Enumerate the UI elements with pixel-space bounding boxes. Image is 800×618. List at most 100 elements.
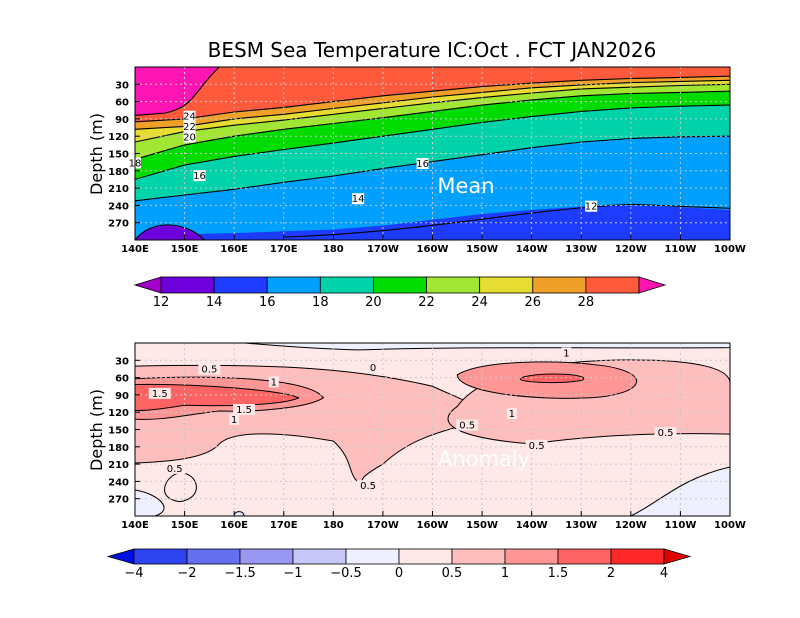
mean-x-tick-label: 150W <box>466 244 498 255</box>
anomaly-contour-label-bg <box>163 462 186 474</box>
mean-contour-12 <box>283 203 730 238</box>
mean-colorbar-swatch <box>266 276 321 294</box>
anomaly-negative-small <box>233 511 245 516</box>
mean-y-axis: 30 60 90 120 150 180 210 240 270 <box>108 80 140 230</box>
mean-cold-pocket <box>135 224 206 240</box>
anomaly-x-tick-label: 150W <box>466 520 498 531</box>
mean-colorbar-label: 24 <box>471 295 488 310</box>
anomaly-y-tick-label: 150 <box>108 426 129 437</box>
mean-colorbar-swatch <box>373 276 427 294</box>
anomaly-contour-label-bg <box>268 376 279 388</box>
anomaly-contour-label: 0.5 <box>658 428 674 439</box>
anomaly-contour-label-bg <box>198 363 221 375</box>
anomaly-x-tick-label: 160E <box>220 520 248 531</box>
mean-x-tick-label: 170W <box>367 244 399 255</box>
anomaly-contour-label-bg <box>148 387 171 399</box>
mean-gridlines <box>135 67 730 240</box>
anomaly-contour-label: 1 <box>509 409 515 420</box>
mean-colorbar-label: 26 <box>525 295 542 310</box>
anomaly-colorbar-swatch <box>451 548 506 565</box>
mean-contour-label: 22 <box>183 122 196 133</box>
anomaly-contour-label: 1.5 <box>236 405 252 416</box>
anomaly-colorbar-swatch <box>610 548 665 565</box>
mean-contour-28 <box>135 67 221 116</box>
mean-colorbar-label: 14 <box>206 295 223 310</box>
anomaly-x-tick-label: 150E <box>171 520 199 531</box>
anomaly-negative-surface <box>244 343 730 351</box>
mean-contour-label: 20 <box>183 133 196 144</box>
anomaly-contour-label: 0 <box>370 363 376 374</box>
anomaly-contour-label: 0.5 <box>167 464 183 475</box>
anomaly-contour-label: 1 <box>563 349 569 360</box>
anomaly-y-tick-label: 60 <box>115 374 129 385</box>
anomaly-contour-label: 0.5 <box>360 481 376 492</box>
anomaly-colorbar-swatch <box>133 548 188 565</box>
mean-contour-label: 16 <box>416 159 429 170</box>
mean-x-tick-label: 100W <box>714 244 746 255</box>
anomaly-contour-label: 1.5 <box>152 389 168 400</box>
mean-y-tick-label: 240 <box>108 201 129 212</box>
mean-x-tick-label: 180 <box>323 244 344 255</box>
mean-x-axis: 140E 150E 160E 170E 180 170W 160W 150W 140W 130W 1… <box>121 235 746 255</box>
anomaly-core-east <box>519 373 585 384</box>
mean-contour-label: 24 <box>183 112 196 123</box>
chart-title: BESM Sea Temperature IC:Oct . FCT JAN202… <box>208 38 657 62</box>
anomaly-temperature-field <box>135 343 730 516</box>
mean-x-tick-label: 110W <box>664 244 696 255</box>
mean-y-tick-label: 120 <box>108 132 129 143</box>
anomaly-colorbar-swatch <box>557 548 612 565</box>
anomaly-colorbar-underflow <box>106 548 135 565</box>
anomaly-core-west <box>135 383 300 412</box>
mean-x-tick-label: 140E <box>121 244 149 255</box>
anomaly-colorbar-swatch <box>239 548 294 565</box>
anomaly-colorbar-label: 4 <box>660 566 668 581</box>
anomaly-panel-label: Anomaly <box>438 447 530 471</box>
mean-x-tick-label: 170E <box>270 244 298 255</box>
mean-colorbar-label: 16 <box>259 295 276 310</box>
anomaly-colorbar-label: −2 <box>177 566 196 581</box>
anomaly-y-axis-label: Depth (m) <box>87 389 106 471</box>
mean-colorbar-swatch <box>426 276 481 294</box>
anomaly-contour-label-bg <box>229 413 240 425</box>
mean-contour-label-bg <box>183 131 196 143</box>
mean-contour-label: 12 <box>585 202 598 213</box>
mean-contour-label-bg <box>183 121 196 133</box>
anomaly-contour-label: 1 <box>271 377 277 388</box>
anomaly-contour-label-bg <box>233 404 256 416</box>
anomaly-colorbar-swatch <box>186 548 241 565</box>
anomaly-colorbar-swatch <box>504 548 559 565</box>
mean-contour-label: 14 <box>352 194 365 205</box>
mean-y-tick-label: 90 <box>115 115 129 126</box>
anomaly-contour-label: 0.5 <box>459 421 475 432</box>
anomaly-colorbar-swatch <box>398 548 453 565</box>
anomaly-x-tick-label: 130W <box>565 520 597 531</box>
anomaly-colorbar-label: 2 <box>607 566 615 581</box>
anomaly-x-tick-label: 110W <box>664 520 696 531</box>
anomaly-contour-label-bg <box>561 347 572 359</box>
anomaly-x-tick-label: 140E <box>121 520 149 531</box>
mean-x-tick-label: 140W <box>516 244 548 255</box>
anomaly-colorbar-label: 0 <box>395 566 403 581</box>
mean-y-tick-label: 150 <box>108 150 129 161</box>
anomaly-contour-label-bg <box>506 408 517 420</box>
mean-x-tick-label: 130W <box>565 244 597 255</box>
anomaly-y-tick-label: 180 <box>108 443 129 454</box>
mean-colorbar-swatch <box>532 276 587 294</box>
mean-colorbar: 12 14 16 18 20 22 24 26 28 <box>133 276 667 310</box>
anomaly-gridlines <box>135 343 730 516</box>
anomaly-contour-label-bg <box>525 439 548 451</box>
mean-colorbar-swatch <box>160 276 215 294</box>
anomaly-x-tick-label: 120W <box>615 520 647 531</box>
mean-panel-label: Mean <box>437 174 494 198</box>
mean-x-tick-label: 150E <box>171 244 199 255</box>
mean-contour-label-bg <box>352 193 365 205</box>
mean-colorbar-overflow <box>638 276 667 294</box>
mean-colorbar-label: 22 <box>418 295 435 310</box>
mean-colorbar-label: 28 <box>578 295 595 310</box>
anomaly-contour-label: 1 <box>231 415 237 426</box>
anomaly-colorbar-swatch <box>292 548 347 565</box>
anomaly-colorbar: −4 −2 −1.5 −1 −0.5 0 0.5 1 1.5 2 4 <box>106 548 692 581</box>
mean-colorbar-underflow <box>133 276 162 294</box>
